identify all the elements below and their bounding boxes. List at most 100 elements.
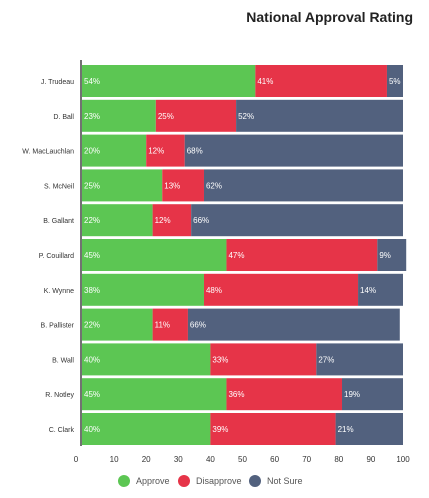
legend-label-approve: Approve bbox=[136, 476, 170, 486]
data-label-approve-b-gallant: 22% bbox=[84, 216, 100, 225]
data-label-approve-d-ball: 23% bbox=[84, 112, 100, 121]
bar-approve-w-maclauchlan bbox=[82, 134, 147, 167]
data-label-not-sure-b-pallister: 66% bbox=[190, 321, 206, 330]
legend-label-disapprove: Disapprove bbox=[196, 476, 242, 486]
bar-disapprove-j-trudeau bbox=[255, 65, 387, 97]
bar-approve-s-mcneil bbox=[82, 169, 163, 202]
bar-disapprove-k-wynne bbox=[203, 273, 359, 306]
data-label-disapprove-j-trudeau: 41% bbox=[257, 77, 273, 86]
bar-approve-b-gallant bbox=[82, 204, 153, 237]
x-tick-label-60: 60 bbox=[270, 455, 279, 464]
data-label-not-sure-d-ball: 52% bbox=[238, 112, 254, 121]
bar-disapprove-s-mcneil bbox=[162, 169, 204, 202]
data-label-not-sure-s-mcneil: 62% bbox=[206, 181, 222, 190]
bar-approve-d-ball bbox=[82, 99, 156, 132]
category-label-c-clark: C. Clark bbox=[49, 427, 75, 434]
legend-label-not-sure: Not Sure bbox=[267, 476, 303, 486]
bar-disapprove-b-gallant bbox=[152, 204, 192, 237]
bar-not-sure-k-wynne bbox=[358, 273, 403, 306]
bar-disapprove-r-notley bbox=[226, 378, 343, 411]
data-label-approve-b-pallister: 22% bbox=[84, 321, 100, 330]
x-tick-label-20: 20 bbox=[142, 455, 151, 464]
bar-approve-c-clark bbox=[82, 413, 211, 445]
data-label-not-sure-c-clark: 21% bbox=[338, 425, 354, 434]
data-label-disapprove-b-gallant: 12% bbox=[155, 216, 171, 225]
bar-approve-k-wynne bbox=[82, 273, 204, 306]
bar-not-sure-c-clark bbox=[335, 413, 403, 445]
data-label-disapprove-r-notley: 36% bbox=[228, 390, 244, 399]
data-label-disapprove-k-wynne: 48% bbox=[206, 286, 222, 295]
chart-legend: Approve Disapprove Not Sure bbox=[0, 471, 429, 491]
category-label-r-notley: R. Notley bbox=[45, 392, 74, 399]
bar-not-sure-w-maclauchlan bbox=[184, 134, 403, 167]
data-label-approve-j-trudeau: 54% bbox=[84, 77, 100, 86]
legend-swatch-disapprove bbox=[178, 475, 190, 487]
bar-not-sure-s-mcneil bbox=[203, 169, 403, 202]
legend-item-disapprove: Disapprove bbox=[178, 471, 242, 491]
legend-swatch-approve bbox=[118, 475, 130, 487]
data-label-disapprove-w-maclauchlan: 12% bbox=[148, 147, 164, 156]
data-label-approve-c-clark: 40% bbox=[84, 425, 100, 434]
data-label-not-sure-w-maclauchlan: 68% bbox=[187, 147, 203, 156]
data-label-not-sure-k-wynne: 14% bbox=[360, 286, 376, 295]
bar-disapprove-p-couillard bbox=[226, 239, 378, 271]
x-tick-label-50: 50 bbox=[238, 455, 247, 464]
chart-title: National Approval Rating bbox=[246, 9, 413, 25]
bar-not-sure-d-ball bbox=[236, 99, 403, 132]
x-tick-label-10: 10 bbox=[110, 455, 119, 464]
bar-not-sure-r-notley bbox=[342, 378, 403, 411]
data-label-not-sure-p-couillard: 9% bbox=[379, 251, 391, 260]
category-label-j-trudeau: J. Trudeau bbox=[41, 79, 74, 86]
data-label-not-sure-r-notley: 19% bbox=[344, 390, 360, 399]
bar-approve-b-pallister bbox=[82, 308, 153, 341]
category-label-b-pallister: B. Pallister bbox=[41, 323, 75, 330]
bar-not-sure-j-trudeau bbox=[386, 65, 403, 97]
bar-disapprove-d-ball bbox=[155, 99, 237, 132]
data-label-approve-w-maclauchlan: 20% bbox=[84, 147, 100, 156]
x-tick-label-80: 80 bbox=[334, 455, 343, 464]
data-label-not-sure-b-gallant: 66% bbox=[193, 216, 209, 225]
data-label-disapprove-c-clark: 39% bbox=[212, 425, 228, 434]
data-label-disapprove-p-couillard: 47% bbox=[228, 251, 244, 260]
legend-swatch-not-sure bbox=[249, 475, 261, 487]
data-label-disapprove-b-wall: 33% bbox=[212, 355, 228, 364]
bar-approve-b-wall bbox=[82, 343, 211, 376]
bar-disapprove-b-wall bbox=[210, 343, 317, 376]
x-tick-label-90: 90 bbox=[366, 455, 375, 464]
data-label-approve-r-notley: 45% bbox=[84, 390, 100, 399]
legend-item-not-sure: Not Sure bbox=[249, 471, 303, 491]
bar-approve-j-trudeau bbox=[82, 65, 256, 97]
x-tick-label-40: 40 bbox=[206, 455, 215, 464]
bar-not-sure-b-gallant bbox=[191, 204, 403, 237]
bar-disapprove-c-clark bbox=[210, 413, 336, 445]
category-label-d-ball: D. Ball bbox=[53, 114, 74, 121]
x-tick-label-30: 30 bbox=[174, 455, 183, 464]
stacked-bar-chart: J. Trudeau 54% 41% 5% D. Ball 23% 25% 52% W. Mac… bbox=[22, 60, 410, 464]
category-label-p-couillard: P. Couillard bbox=[39, 253, 74, 260]
data-label-approve-s-mcneil: 25% bbox=[84, 181, 100, 190]
bar-disapprove-b-pallister bbox=[152, 308, 188, 341]
category-label-k-wynne: K. Wynne bbox=[44, 288, 74, 295]
category-label-b-wall: B. Wall bbox=[52, 357, 74, 364]
data-label-not-sure-j-trudeau: 5% bbox=[389, 77, 401, 86]
bar-disapprove-w-maclauchlan bbox=[146, 134, 185, 167]
data-label-approve-b-wall: 40% bbox=[84, 355, 100, 364]
x-tick-label-70: 70 bbox=[302, 455, 311, 464]
x-tick-label-0: 0 bbox=[74, 455, 79, 464]
data-label-approve-p-couillard: 45% bbox=[84, 251, 100, 260]
category-label-w-maclauchlan: W. MacLauchlan bbox=[22, 149, 74, 156]
data-label-disapprove-d-ball: 25% bbox=[158, 112, 174, 121]
bar-approve-p-couillard bbox=[82, 239, 227, 271]
bar-approve-r-notley bbox=[82, 378, 227, 411]
category-label-s-mcneil: S. McNeil bbox=[44, 183, 74, 190]
x-tick-label-100: 100 bbox=[396, 455, 410, 464]
legend-item-approve: Approve bbox=[118, 471, 170, 491]
bar-not-sure-b-wall bbox=[316, 343, 403, 376]
bar-not-sure-b-pallister bbox=[187, 308, 400, 341]
data-label-disapprove-s-mcneil: 13% bbox=[164, 181, 180, 190]
category-label-b-gallant: B. Gallant bbox=[43, 218, 74, 225]
data-label-not-sure-b-wall: 27% bbox=[318, 355, 334, 364]
data-label-disapprove-b-pallister: 11% bbox=[155, 321, 170, 330]
bar-not-sure-p-couillard bbox=[377, 239, 407, 271]
data-label-approve-k-wynne: 38% bbox=[84, 286, 100, 295]
